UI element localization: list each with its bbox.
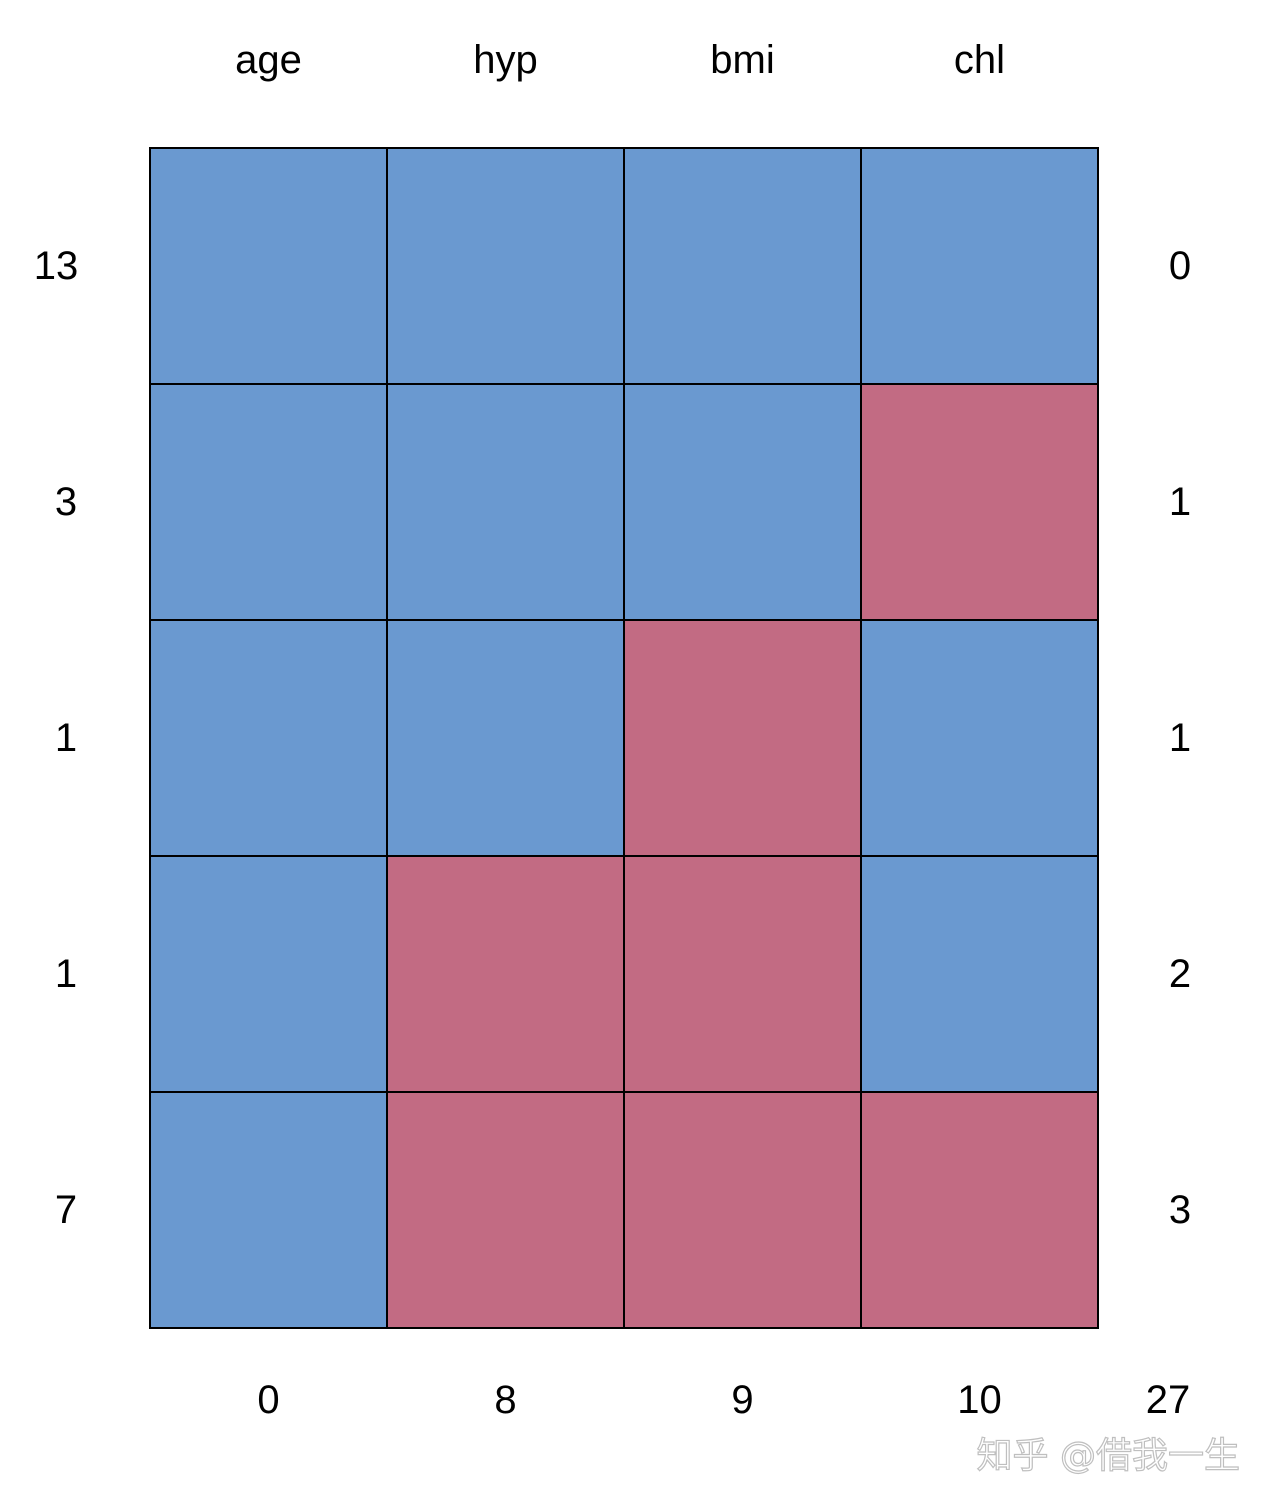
pattern-cell-r5-age-observed xyxy=(149,1091,388,1329)
pattern-cell-r5-bmi-missing xyxy=(623,1091,862,1329)
pattern-cell-r4-age-observed xyxy=(149,855,388,1093)
column-label-chl: chl xyxy=(954,38,1005,82)
pattern-cell-r3-age-observed xyxy=(149,619,388,857)
column-missing-label-chl: 10 xyxy=(957,1378,1002,1422)
row-missing-label: 1 xyxy=(1169,716,1191,760)
pattern-cell-r2-hyp-observed xyxy=(386,383,625,621)
column-missing-label-age: 0 xyxy=(257,1378,279,1422)
pattern-cell-r2-chl-missing xyxy=(860,383,1099,621)
row-missing-label: 0 xyxy=(1169,244,1191,288)
row-missing-label: 2 xyxy=(1169,952,1191,996)
pattern-cell-r4-hyp-missing xyxy=(386,855,625,1093)
column-labels: age hyp bmi chl xyxy=(235,38,1005,82)
pattern-cell-r2-bmi-observed xyxy=(623,383,862,621)
pattern-cell-r4-bmi-missing xyxy=(623,855,862,1093)
row-count-labels: 13 3 1 1 7 xyxy=(34,244,79,1232)
column-label-hyp: hyp xyxy=(473,38,538,82)
watermark-text: 知乎 @借我一生 xyxy=(977,1436,1240,1477)
pattern-cell-r1-age-observed xyxy=(149,147,388,385)
column-missing-label-hyp: 8 xyxy=(494,1378,516,1422)
column-label-age: age xyxy=(235,38,302,82)
pattern-cell-r4-chl-observed xyxy=(860,855,1099,1093)
row-missing-label: 1 xyxy=(1169,480,1191,524)
row-count-label: 1 xyxy=(55,952,77,996)
pattern-cell-r3-bmi-missing xyxy=(623,619,862,857)
pattern-cell-r1-chl-observed xyxy=(860,147,1099,385)
pattern-grid xyxy=(149,147,1099,1329)
row-count-label: 3 xyxy=(55,480,77,524)
column-missing-label-bmi: 9 xyxy=(731,1378,753,1422)
column-missing-labels: 0 8 9 10 xyxy=(257,1378,1001,1422)
column-label-bmi: bmi xyxy=(710,38,774,82)
row-missing-label: 3 xyxy=(1169,1188,1191,1232)
total-missing-label: 27 xyxy=(1146,1378,1191,1422)
row-count-label: 1 xyxy=(55,716,77,760)
row-missing-labels: 0 1 1 2 3 xyxy=(1169,244,1191,1232)
pattern-cell-r1-bmi-observed xyxy=(623,147,862,385)
row-count-label: 7 xyxy=(55,1188,77,1232)
row-count-label: 13 xyxy=(34,244,79,288)
pattern-cell-r1-hyp-observed xyxy=(386,147,625,385)
pattern-cell-r5-chl-missing xyxy=(860,1091,1099,1329)
pattern-cell-r5-hyp-missing xyxy=(386,1091,625,1329)
pattern-cell-r3-hyp-observed xyxy=(386,619,625,857)
pattern-cell-r2-age-observed xyxy=(149,383,388,621)
pattern-cell-r3-chl-observed xyxy=(860,619,1099,857)
